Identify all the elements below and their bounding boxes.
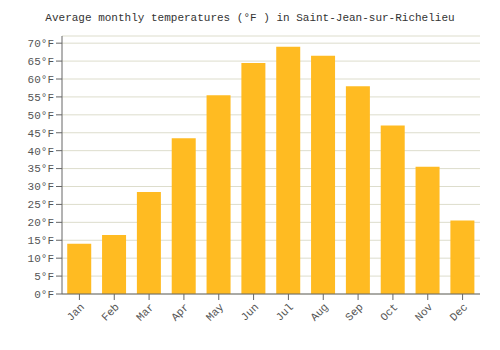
svg-text:Sep: Sep [343, 301, 365, 323]
svg-text:30°F: 30°F [28, 181, 54, 193]
svg-text:50°F: 50°F [28, 110, 54, 122]
svg-text:25°F: 25°F [28, 199, 54, 211]
svg-text:Feb: Feb [99, 301, 121, 323]
svg-text:Jul: Jul [274, 301, 296, 323]
svg-text:15°F: 15°F [28, 235, 54, 247]
svg-text:Jan: Jan [65, 301, 87, 323]
svg-text:55°F: 55°F [28, 92, 54, 104]
svg-text:Oct: Oct [378, 301, 400, 323]
svg-text:Nov: Nov [413, 301, 436, 324]
html-text:Average monthly temperatures (: Average monthly temperatures (°F ) in Sa… [45, 12, 455, 24]
svg-text:Mar: Mar [134, 301, 156, 323]
svg-text:40°F: 40°F [28, 146, 54, 158]
svg-text:65°F: 65°F [28, 56, 54, 68]
svg-text:5°F: 5°F [34, 271, 54, 283]
svg-text:70°F: 70°F [28, 38, 54, 50]
svg-text:45°F: 45°F [28, 128, 54, 140]
svg-text:Jun: Jun [239, 301, 261, 323]
svg-text:May: May [204, 301, 227, 324]
svg-text:20°F: 20°F [28, 217, 54, 229]
svg-text:0°F: 0°F [34, 289, 54, 301]
svg-text:Aug: Aug [308, 301, 330, 323]
svg-text:60°F: 60°F [28, 74, 54, 86]
svg-text:Dec: Dec [448, 301, 470, 323]
svg-text:35°F: 35°F [28, 163, 54, 175]
svg-text:Apr: Apr [169, 301, 191, 323]
svg-text:10°F: 10°F [28, 253, 54, 265]
